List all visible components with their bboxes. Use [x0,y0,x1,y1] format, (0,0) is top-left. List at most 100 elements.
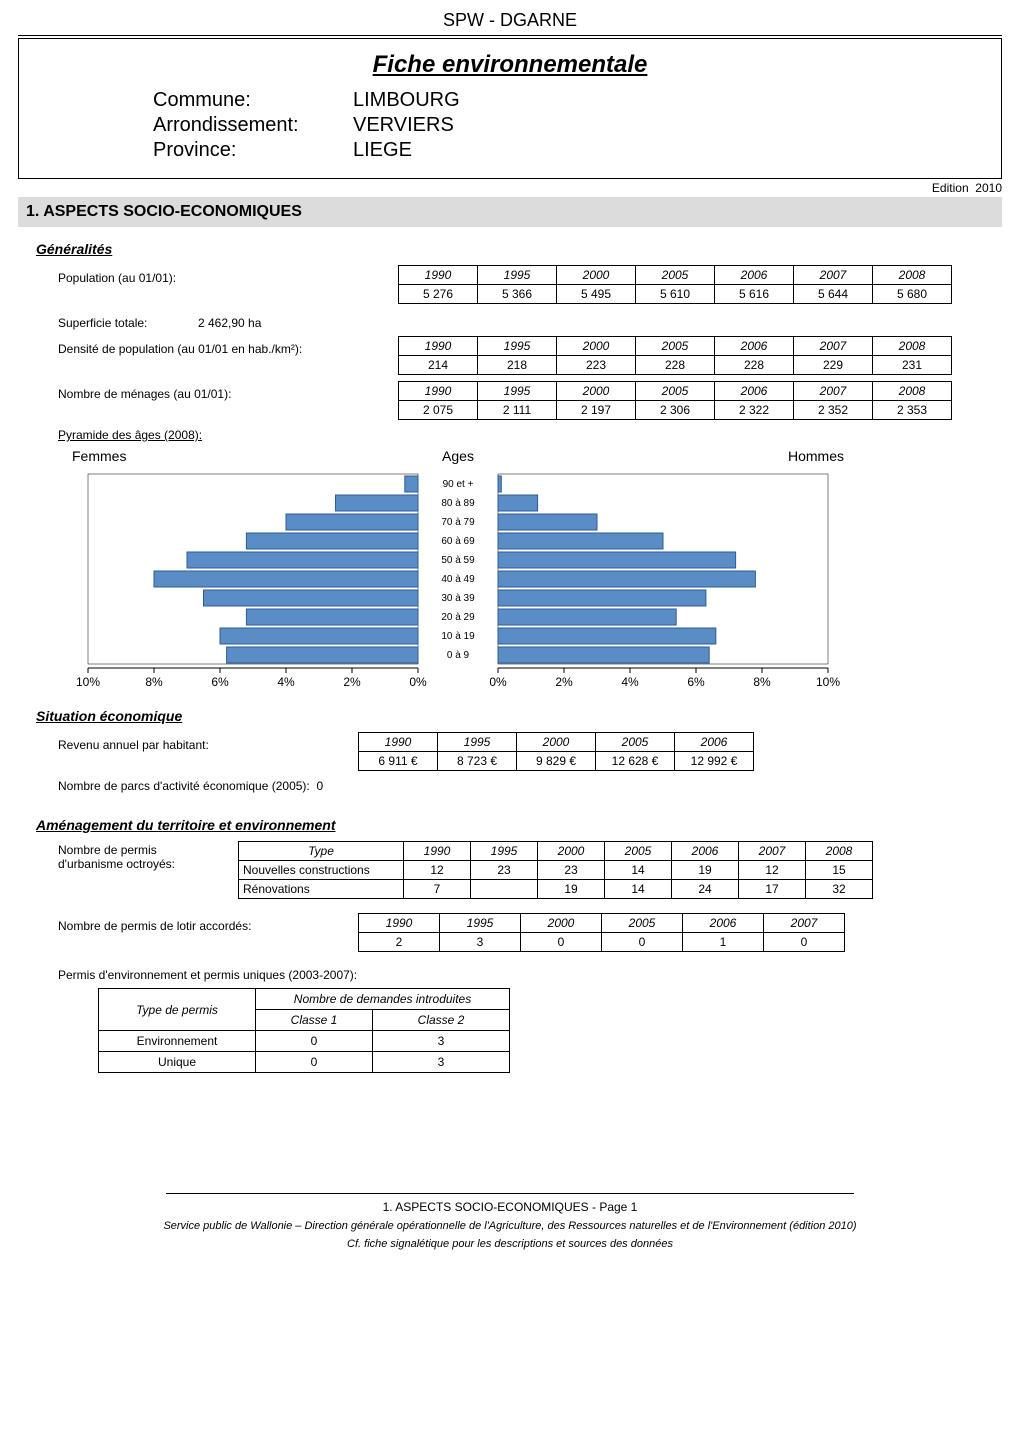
value-cell: 218 [478,356,557,375]
densite-row: Densité de population (au 01/01 en hab./… [58,336,1002,375]
value-cell: 0 [256,1052,373,1073]
value-cell: 3 [373,1052,510,1073]
table-row: Nouvelles constructions 12 23 23 14 19 1… [239,861,873,880]
value-cell: 17 [739,880,806,899]
table-header-row: Type 1990 1995 2000 2005 2006 2007 2008 [239,842,873,861]
densite-table: 1990 1995 2000 2005 2006 2007 2008 214 2… [398,336,952,375]
year-cell: 2008 [873,382,952,401]
title-box: Fiche environnementale Commune: LIMBOURG… [18,38,1002,179]
year-cell: 2007 [764,914,845,933]
table-row: 5 276 5 366 5 495 5 610 5 616 5 644 5 68… [399,285,952,304]
footer-line2: Service public de Wallonie – Direction g… [18,1220,1002,1232]
year-cell: 1995 [440,914,521,933]
pyramid-femmes-chart: 10%8%6%4%2%0% [68,468,428,698]
value-cell: 231 [873,356,952,375]
value-cell: 8 723 € [438,752,517,771]
year-cell: 2006 [675,733,754,752]
province-value: LIEGE [353,139,987,162]
svg-text:0 à 9: 0 à 9 [447,650,470,661]
permits-demands-header: Nombre de demandes introduites [256,989,510,1010]
year-cell: 2005 [636,337,715,356]
value-cell: 5 616 [715,285,794,304]
year-cell: 1995 [478,266,557,285]
pyramid-ages-col: Ages 90 et +80 à 8970 à 7960 à 6950 à 59… [428,448,488,698]
urbanisme-label: Nombre de permis d'urbanisme octroyés: [58,841,238,899]
env-permits-block: Type de permis Nombre de demandes introd… [98,988,1002,1073]
arrondissement-label: Arrondissement: [153,114,353,137]
year-cell: 2005 [636,266,715,285]
svg-text:8%: 8% [145,675,163,689]
value-cell [471,880,538,899]
year-cell: 2007 [794,382,873,401]
value-cell: 214 [399,356,478,375]
value-cell: 228 [636,356,715,375]
year-cell: 2007 [794,266,873,285]
footer: 1. ASPECTS SOCIO-ECONOMIQUES - Page 1 Se… [18,1193,1002,1250]
header-separator [18,35,1002,36]
value-cell: 14 [605,880,672,899]
value-cell: 23 [538,861,605,880]
svg-text:4%: 4% [621,675,639,689]
value-cell: 2 075 [399,401,478,420]
pyramid-heading: Pyramide des âges (2008): [58,428,1002,442]
year-cell: 1995 [478,382,557,401]
year-cell: 1990 [399,266,478,285]
value-cell: 2 352 [794,401,873,420]
year-cell: 2006 [683,914,764,933]
svg-text:30 à 39: 30 à 39 [441,593,475,604]
year-cell: 1995 [478,337,557,356]
value-cell: 12 628 € [596,752,675,771]
value-cell: 12 992 € [675,752,754,771]
type-cell: Nouvelles constructions [239,861,404,880]
value-cell: 5 610 [636,285,715,304]
province-label: Province: [153,139,353,162]
population-label: Population (au 01/01): [58,265,398,285]
year-cell: 2008 [806,842,873,861]
table-header-row: Type de permis Nombre de demandes introd… [99,989,510,1010]
env-permits-table: Type de permis Nombre de demandes introd… [98,988,510,1073]
svg-text:0%: 0% [489,675,507,689]
population-table: 1990 1995 2000 2005 2006 2007 2008 5 276… [398,265,952,304]
value-cell: 9 829 € [517,752,596,771]
value-cell: 2 197 [557,401,636,420]
permit-type-cell: Environnement [99,1031,256,1052]
value-cell: 1 [683,933,764,952]
svg-text:2%: 2% [343,675,361,689]
type-cell: Rénovations [239,880,404,899]
classe1-header: Classe 1 [256,1010,373,1031]
year-cell: 2007 [794,337,873,356]
title-grid: Commune: LIMBOURG Arrondissement: VERVIE… [153,89,987,162]
value-cell: 2 322 [715,401,794,420]
year-cell: 1995 [438,733,517,752]
pyramid-femmes: Femmes 10%8%6%4%2%0% [68,448,428,698]
pyramid-hommes-chart: 0%2%4%6%8%10% [488,468,848,698]
situation-heading: Situation économique [36,708,1002,724]
svg-text:60 à 69: 60 à 69 [441,536,475,547]
year-cell: 2006 [715,266,794,285]
org-header: SPW - DGARNE [18,0,1002,35]
value-cell: 3 [440,933,521,952]
svg-text:0%: 0% [409,675,427,689]
svg-text:90 et +: 90 et + [443,479,474,490]
commune-label: Commune: [153,89,353,112]
lotir-table: 1990 1995 2000 2005 2006 2007 2 3 0 0 1 … [358,913,845,952]
table-header-row: 1990 1995 2000 2005 2006 2007 2008 [399,382,952,401]
menages-row: Nombre de ménages (au 01/01): 1990 1995 … [58,381,1002,420]
value-cell: 19 [672,861,739,880]
svg-text:6%: 6% [211,675,229,689]
table-row: 2 075 2 111 2 197 2 306 2 322 2 352 2 35… [399,401,952,420]
env-permits-label: Permis d'environnement et permis uniques… [58,968,1002,982]
generalites-heading: Généralités [36,241,1002,257]
population-row: Population (au 01/01): 1990 1995 2000 20… [58,265,1002,304]
value-cell: 32 [806,880,873,899]
year-cell: 2006 [715,382,794,401]
table-header-row: 1990 1995 2000 2005 2006 2007 [359,914,845,933]
value-cell: 3 [373,1031,510,1052]
pyramid-hommes: Hommes 0%2%4%6%8%10% [488,448,848,698]
year-cell: 1990 [359,914,440,933]
superficie-row: Superficie totale: 2 462,90 ha [58,310,1002,330]
classe2-header: Classe 2 [373,1010,510,1031]
commune-value: LIMBOURG [353,89,987,112]
svg-text:80 à 89: 80 à 89 [441,498,475,509]
edition: Edition 2010 [18,181,1002,195]
